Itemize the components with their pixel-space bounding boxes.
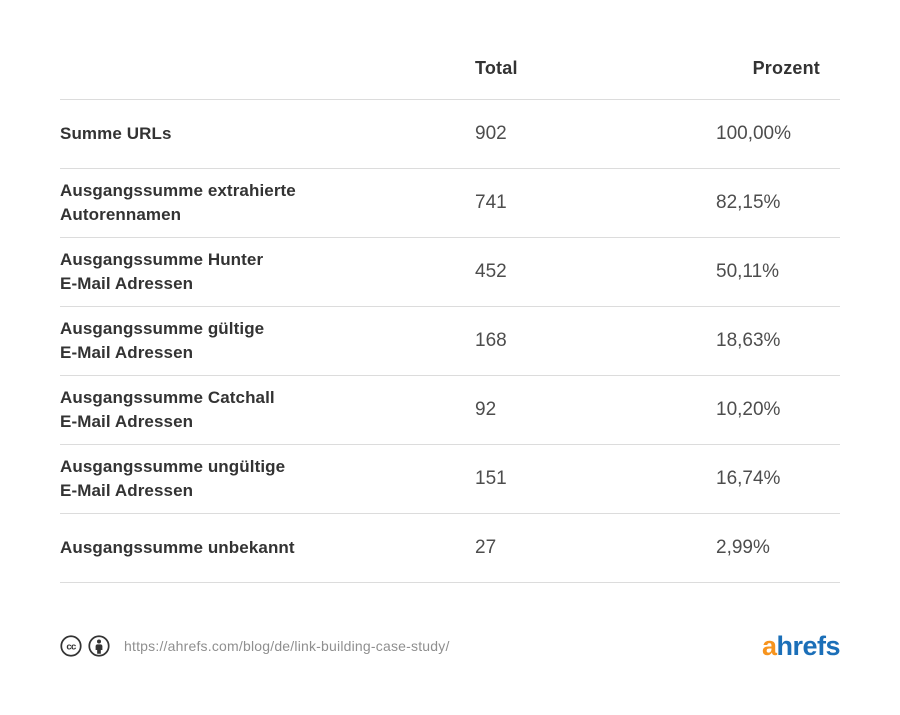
row-prozent-value: 16,74% <box>716 468 781 489</box>
cc-by-person-icon <box>88 635 110 657</box>
table-row: Ausgangssumme unbekannt 27 2,99% <box>60 514 840 583</box>
row-total-value: 92 <box>475 399 497 420</box>
row-prozent-value: 82,15% <box>716 192 781 213</box>
row-prozent-value: 18,63% <box>716 330 781 351</box>
row-label: Ausgangssumme unbekannt <box>60 538 295 557</box>
table-row: Ausgangssumme gültige E-Mail Adressen 16… <box>60 307 840 376</box>
row-total-value: 741 <box>475 192 507 213</box>
ahrefs-logo: ahrefs <box>761 630 841 661</box>
license-attribution: cc https://ahrefs.com/blog/de/link-build… <box>60 635 450 657</box>
header-prozent: Prozent <box>752 58 820 78</box>
attribution-footer: cc https://ahrefs.com/blog/de/link-build… <box>60 630 840 662</box>
table-row: Summe URLs 902 100,00% <box>60 100 840 169</box>
row-label: Ausgangssumme ungültige E-Mail Adressen <box>60 457 286 500</box>
row-prozent-value: 50,11% <box>716 261 780 282</box>
row-total-value: 902 <box>475 123 507 144</box>
ahrefs-logo-hrefs: hrefs <box>776 630 840 661</box>
row-label: Summe URLs <box>60 124 172 143</box>
table-row: Ausgangssumme extrahierte Autorennamen 7… <box>60 169 840 238</box>
row-total-value: 168 <box>475 330 507 351</box>
table-row: Ausgangssumme ungültige E-Mail Adressen … <box>60 445 840 514</box>
svg-text:cc: cc <box>66 641 77 652</box>
row-label: Ausgangssumme extrahierte Autorennamen <box>60 181 296 224</box>
row-label: Ausgangssumme Hunter E-Mail Adressen <box>60 250 264 293</box>
ahrefs-logo-a: a <box>761 630 777 661</box>
row-total-value: 452 <box>475 261 507 282</box>
header-total: Total <box>475 58 518 78</box>
cc-icon: cc <box>60 635 82 657</box>
row-prozent-value: 2,99% <box>716 537 770 558</box>
table-row: Ausgangssumme Catchall E-Mail Adressen 9… <box>60 376 840 445</box>
source-url: https://ahrefs.com/blog/de/link-building… <box>124 638 450 654</box>
row-label: Ausgangssumme gültige E-Mail Adressen <box>60 319 265 362</box>
table-row: Ausgangssumme Hunter E-Mail Adressen 452… <box>60 238 840 307</box>
row-label: Ausgangssumme Catchall E-Mail Adressen <box>60 388 275 431</box>
row-total-value: 151 <box>475 468 507 489</box>
table-header-row: Total Prozent <box>60 0 840 100</box>
row-total-value: 27 <box>475 537 497 558</box>
row-prozent-value: 10,20% <box>716 399 781 420</box>
row-prozent-value: 100,00% <box>716 123 792 144</box>
